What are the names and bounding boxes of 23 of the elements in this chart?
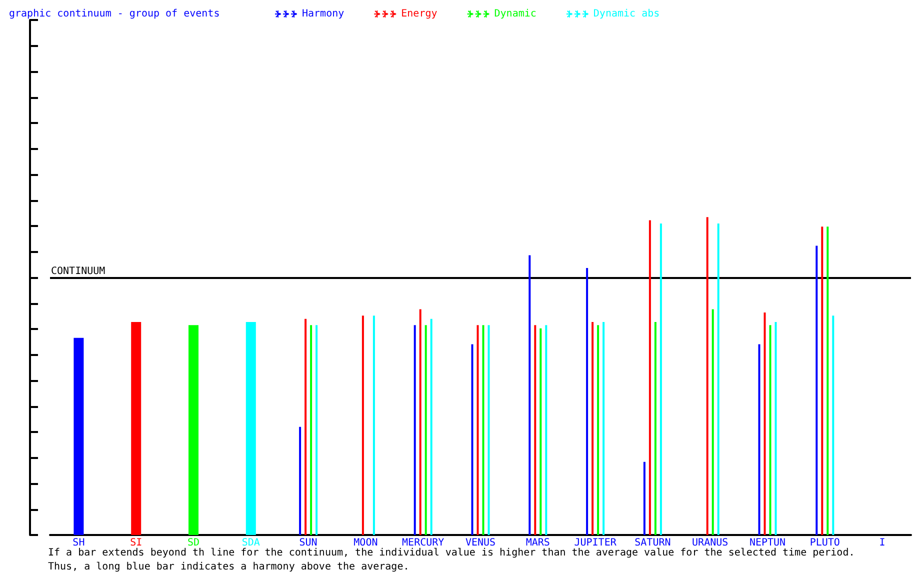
x-tick-label: SH <box>72 538 85 548</box>
x-tick-label: MOON <box>354 538 378 548</box>
legend-label: Harmony <box>302 8 344 20</box>
x-tick-label: PLUTO <box>810 538 840 548</box>
x-tick-label: MERCURY <box>402 538 444 548</box>
x-tick-label: SI <box>130 538 142 548</box>
x-tick-label: NEPTUN <box>749 538 786 548</box>
x-tick-label: I <box>879 538 886 548</box>
text: Thus, a long blue bar indicates a harmony above the average. <box>48 562 410 572</box>
x-tick-label: SUN <box>299 538 318 548</box>
x-tick-label: VENUS <box>465 538 496 548</box>
x-tick-label: SATURN <box>634 538 671 548</box>
x-tick-label: JUPITER <box>574 538 618 548</box>
legend-label: Dynamic abs <box>593 8 660 20</box>
legend-label: Dynamic <box>494 8 536 20</box>
x-tick-label: URANUS <box>692 538 728 548</box>
chart-title: graphic continuum - group of events <box>9 8 220 20</box>
ref-line-label: CONTINUUM <box>51 266 106 277</box>
text: If a bar extends beyond th line for the continuum, the individual value is higher than the average value for the selected time period. <box>48 548 855 558</box>
x-tick-label: MARS <box>526 538 550 548</box>
legend-label: Energy <box>401 8 438 20</box>
x-tick-label: SD <box>187 538 200 548</box>
x-tick-label: SDA <box>242 538 260 548</box>
